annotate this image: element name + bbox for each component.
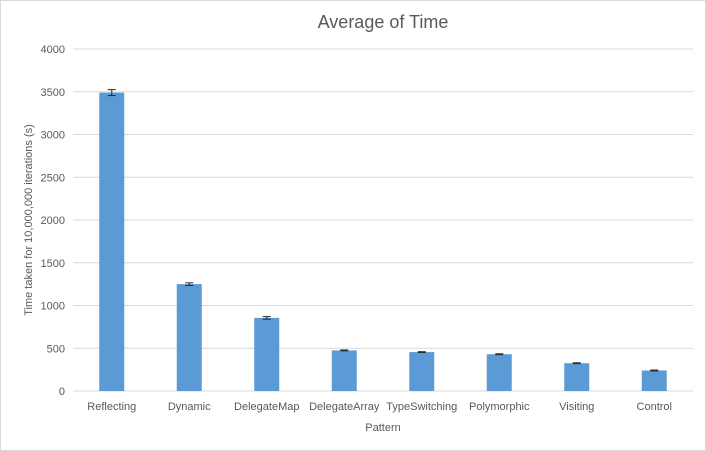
bar-polymorphic	[486, 354, 512, 391]
x-tick-label: DelegateArray	[309, 401, 380, 413]
y-tick-label: 1000	[41, 301, 65, 313]
bar-reflecting	[99, 92, 125, 391]
bar-delegatearray	[331, 350, 357, 391]
x-axis-ticks: Reflecting Dynamic DelegateMap DelegateArra…	[87, 401, 672, 413]
y-axis-ticks: 0 500 1000 1500 2000 2500 3000 3500 4000	[41, 44, 65, 398]
x-tick-label: Dynamic	[168, 401, 211, 413]
error-bar	[495, 353, 504, 356]
error-bar	[107, 89, 116, 97]
x-tick-label: TypeSwitching	[386, 401, 457, 413]
x-tick-label: DelegateMap	[234, 401, 299, 413]
y-tick-label: 2000	[41, 215, 65, 227]
x-tick-label: Reflecting	[87, 401, 136, 413]
y-tick-label: 3500	[41, 87, 65, 99]
y-tick-label: 500	[47, 343, 65, 355]
bar-dynamic	[176, 284, 202, 391]
y-tick-label: 4000	[41, 44, 65, 56]
error-bar	[185, 282, 194, 286]
x-tick-label: Visiting	[559, 401, 594, 413]
gridlines	[73, 48, 693, 392]
bar-visiting	[564, 363, 590, 391]
y-tick-label: 3000	[41, 130, 65, 142]
bar-delegatemap	[254, 317, 280, 391]
x-axis-title: Pattern	[365, 422, 400, 434]
x-tick-label: Control	[637, 401, 672, 413]
x-tick-label: Polymorphic	[469, 401, 530, 413]
y-tick-label: 0	[59, 386, 65, 398]
y-axis-title: Time taken for 10,000,000 iterations (s)	[23, 124, 35, 316]
bars	[99, 92, 667, 391]
bar-typeswitching	[409, 352, 435, 391]
y-tick-label: 2500	[41, 172, 65, 184]
y-tick-label: 1500	[41, 258, 65, 270]
error-bar	[572, 362, 581, 365]
error-bar	[417, 351, 426, 354]
bar-control	[641, 370, 667, 391]
error-bars	[107, 89, 659, 372]
error-bar	[650, 369, 659, 372]
chart-title: Average of Time	[318, 12, 449, 32]
error-bar	[340, 349, 349, 352]
error-bar	[262, 316, 271, 320]
